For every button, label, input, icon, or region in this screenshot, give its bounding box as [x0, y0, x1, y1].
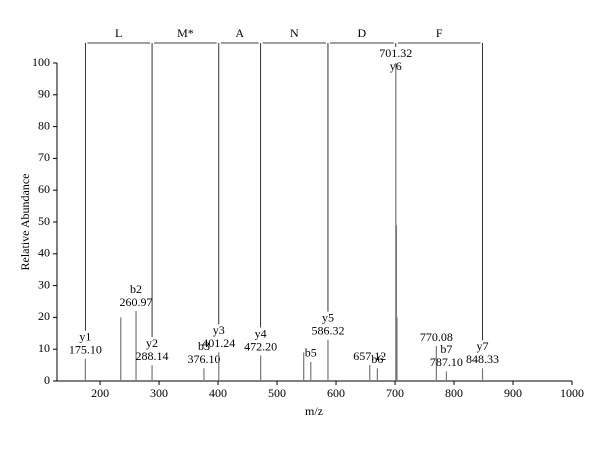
value-label: 175.10 — [69, 342, 102, 356]
value-label: 848.33 — [466, 352, 499, 366]
y-tick-label: 40 — [38, 246, 50, 260]
y-tick-label: 30 — [38, 277, 50, 291]
ion-label: y5 — [322, 310, 334, 324]
ion-label: y7 — [477, 339, 489, 353]
value-label: 787.10 — [430, 355, 463, 369]
ion-label: b2 — [130, 282, 142, 296]
y-tick-label: 70 — [38, 150, 50, 164]
residue-label: F — [436, 26, 443, 40]
ion-label: y3 — [213, 323, 225, 337]
ion-label: y6 — [390, 59, 402, 73]
y-axis-label: Relative Abundance — [18, 174, 32, 271]
x-tick-label: 200 — [91, 386, 109, 400]
x-tick-label: 500 — [268, 386, 286, 400]
y-tick-label: 90 — [38, 87, 50, 101]
value-label: 472.20 — [244, 339, 277, 353]
y-tick-label: 50 — [38, 214, 50, 228]
residue-label: D — [358, 26, 367, 40]
y-tick-label: 60 — [38, 182, 50, 196]
x-tick-label: 1000 — [560, 386, 584, 400]
y-tick-label: 0 — [44, 373, 50, 387]
value-label: 586.32 — [311, 323, 344, 337]
ion-label: b5 — [305, 346, 317, 360]
x-tick-label: 400 — [209, 386, 227, 400]
ion-label: b3 — [198, 339, 210, 353]
y-tick-label: 100 — [32, 55, 50, 69]
y-tick-label: 10 — [38, 341, 50, 355]
ion-label: y1 — [79, 329, 91, 343]
value-label: 770.08 — [420, 330, 453, 344]
ion-label: y4 — [255, 326, 267, 340]
residue-label: M* — [177, 26, 194, 40]
x-tick-label: 300 — [150, 386, 168, 400]
value-label: 260.97 — [120, 295, 153, 309]
x-tick-label: 800 — [445, 386, 463, 400]
x-tick-label: 700 — [386, 386, 404, 400]
x-tick-label: 600 — [327, 386, 345, 400]
x-axis-label: m/z — [305, 404, 323, 418]
residue-label: L — [115, 26, 122, 40]
x-tick-label: 900 — [504, 386, 522, 400]
value-label: 657.12 — [353, 349, 386, 363]
value-label: 701.32 — [379, 46, 412, 60]
value-label: 401.24 — [202, 336, 235, 350]
ion-label: b6 — [371, 352, 383, 366]
value-label: 376.10 — [187, 352, 220, 366]
ion-label: b7 — [440, 342, 452, 356]
y-tick-label: 80 — [38, 118, 50, 132]
residue-label: N — [290, 26, 299, 40]
value-label: 288.14 — [136, 349, 169, 363]
y-tick-label: 20 — [38, 309, 50, 323]
residue-label: A — [235, 26, 244, 40]
ion-label: y2 — [146, 336, 158, 350]
